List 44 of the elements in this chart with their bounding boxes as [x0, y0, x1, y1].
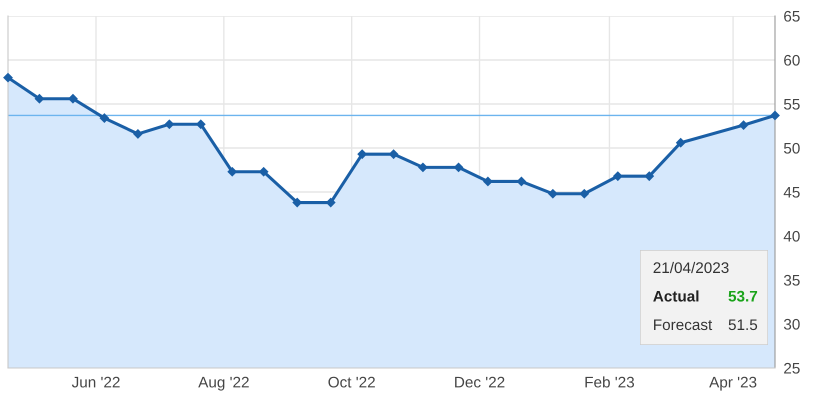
- point: [516, 176, 526, 186]
- annotation: 21/04/2023: [654, 262, 729, 274]
- point: [644, 172, 654, 181]
- point: [454, 162, 464, 172]
- point: [388, 150, 398, 159]
- point: [228, 167, 237, 176]
- y-tick-label: 65: [784, 10, 800, 22]
- point: [580, 189, 589, 198]
- x-tick-label: Feb '23: [585, 376, 634, 388]
- y-tick-label: 30: [784, 318, 800, 330]
- point: [738, 120, 748, 130]
- point: [483, 176, 493, 186]
- x-tick-label: Apr '23: [709, 376, 756, 391]
- y-tick-label: 40: [784, 230, 800, 242]
- annotation: Forecast: [654, 319, 712, 330]
- point: [68, 94, 78, 104]
- point: [358, 150, 367, 159]
- y-tick-label: 35: [784, 274, 800, 286]
- y-tick-label: 50: [784, 142, 800, 154]
- point: [100, 113, 110, 123]
- point: [548, 189, 558, 198]
- x-tick-label: Aug '22: [198, 376, 249, 391]
- x-tick-label: Dec '22: [455, 376, 504, 388]
- point: [34, 94, 44, 104]
- point: [292, 198, 302, 208]
- point: [326, 198, 336, 208]
- annotation: 51.5: [728, 319, 758, 330]
- point: [196, 120, 206, 129]
- point: [133, 129, 143, 139]
- y-tick-label: 55: [784, 99, 800, 110]
- point: [613, 172, 622, 181]
- point: [418, 162, 428, 172]
- point: [259, 167, 268, 176]
- annotation: Actual: [653, 290, 698, 302]
- x-tick-label: Jun '22: [72, 376, 120, 388]
- annotation: 53.7: [728, 290, 758, 302]
- point: [770, 110, 780, 120]
- y-tick-label: 25: [784, 362, 800, 374]
- point: [676, 138, 686, 148]
- y-tick-label: 60: [784, 54, 800, 66]
- point: [164, 120, 174, 129]
- point: [3, 72, 13, 82]
- x-tick-label: Oct '22: [328, 376, 375, 388]
- y-tick-label: 45: [784, 187, 800, 198]
